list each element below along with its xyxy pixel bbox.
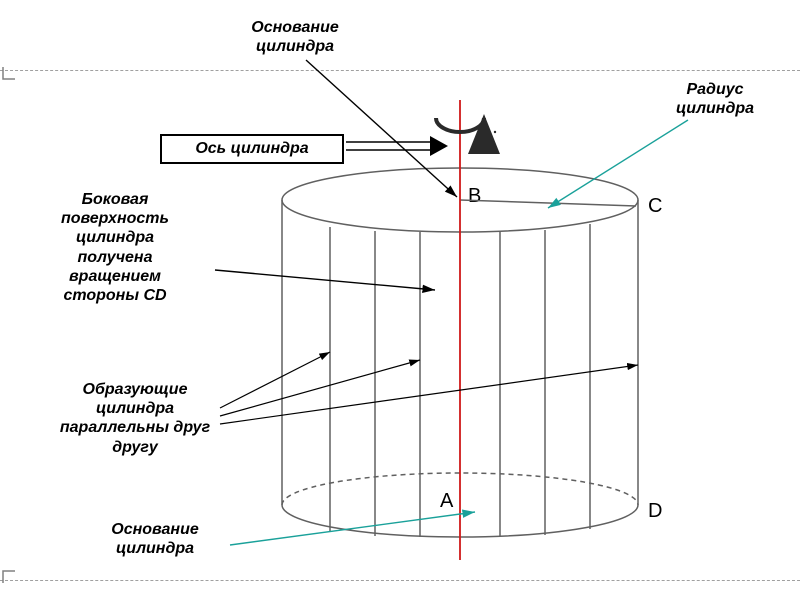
dashed-row-top <box>0 70 800 71</box>
cylinder-bottom-front <box>282 505 638 537</box>
label-base-bottom: Основаниецилиндра <box>75 520 235 558</box>
point-label-a: A <box>440 490 453 513</box>
label-generators: Образующиецилиндрапараллельны другдругу <box>25 380 245 457</box>
arrow-lateral <box>215 270 435 290</box>
arrow-gen3 <box>220 365 638 424</box>
point-label-d: D <box>648 500 662 523</box>
label-lateral: Боковаяповерхностьцилиндраполученавращен… <box>15 190 215 305</box>
point-label-b: B <box>468 185 481 208</box>
radius-segment <box>460 200 636 206</box>
corner-marks <box>3 67 15 583</box>
label-base-top: Основаниецилиндра <box>205 18 385 56</box>
arrow-base-top <box>306 60 457 197</box>
arrow-radius <box>548 120 688 208</box>
arrow-gen2 <box>220 360 420 416</box>
label-axis: Ось цилиндра <box>160 134 344 164</box>
point-label-c: C <box>648 195 662 218</box>
arrow-base-bottom <box>230 512 475 545</box>
cylinder-bottom-back <box>282 473 638 505</box>
dashed-row-bottom <box>0 580 800 581</box>
rotation-arc <box>436 118 484 132</box>
cylinder <box>282 168 638 537</box>
cylinder-top-ellipse <box>282 168 638 232</box>
axis-label-arrow <box>346 136 448 156</box>
label-radius: Радиусцилиндра <box>640 80 790 118</box>
